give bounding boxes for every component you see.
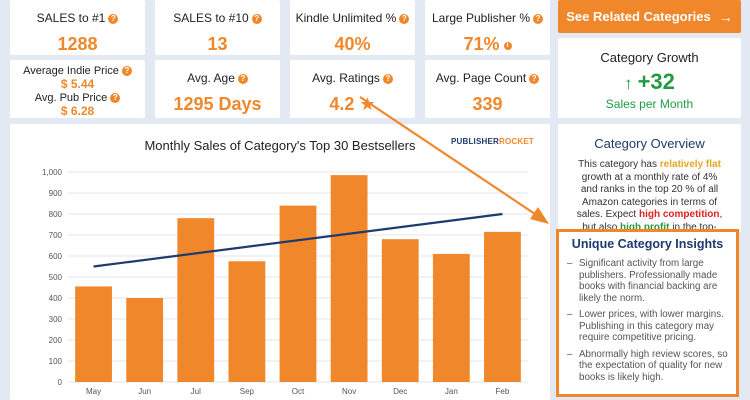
y-tick-label: 800 [49, 210, 63, 219]
stat-label-sales-to-10: SALES to #10 [173, 11, 249, 25]
stat-value-large-publisher: 71% [463, 34, 500, 54]
category-overview-card: Category Overview This category has rela… [558, 124, 741, 245]
x-tick-label: Jul [191, 387, 201, 396]
y-tick-label: 600 [49, 252, 63, 261]
bar [228, 261, 266, 382]
y-tick-label: 700 [49, 231, 63, 240]
x-tick-label: Jan [445, 387, 458, 396]
unique-insights-box: Unique Category Insights Significant act… [556, 229, 739, 397]
arrow-up-icon: ↑ [624, 74, 633, 93]
avg-pub-price-label: Avg. Pub Price [34, 92, 108, 104]
bar [381, 239, 419, 382]
help-icon[interactable]: ? [382, 74, 393, 84]
help-icon[interactable]: ? [533, 14, 544, 24]
overview-highlight-competition: high competition [638, 209, 720, 220]
y-tick-label: 500 [49, 273, 63, 282]
bar [126, 298, 164, 382]
y-tick-label: 400 [49, 294, 63, 303]
avg-indie-price-value: $ 5.44 [60, 77, 95, 91]
avg-indie-price-label: Average Indie Price [23, 65, 119, 77]
x-tick-label: Jun [138, 387, 151, 396]
overview-text-part: This category has [578, 159, 660, 170]
see-related-label: See Related Categories [566, 9, 711, 24]
y-tick-label: 200 [49, 336, 63, 345]
bar [75, 286, 112, 382]
arrow-right-icon: → [718, 8, 733, 25]
help-icon[interactable]: ? [121, 66, 132, 76]
insights-list: Significant activity from large publishe… [559, 251, 736, 383]
x-tick-label: Dec [393, 387, 407, 396]
x-tick-label: Feb [496, 387, 510, 396]
stat-label-large-publisher: Large Publisher % [431, 11, 531, 25]
insight-item: Lower prices, with lower margins. Publis… [567, 309, 728, 344]
insight-item: Significant activity from large publishe… [567, 258, 728, 304]
stat-label-avg-page-count: Avg. Page Count [435, 71, 527, 85]
trend-line [93, 212, 503, 268]
see-related-categories-button[interactable]: See Related Categories → [558, 0, 741, 33]
overview-title: Category Overview [594, 136, 705, 151]
stat-card-kindle-unlimited: Kindle Unlimited %? 40% [290, 0, 415, 55]
bar [432, 253, 470, 382]
stat-value-avg-age: 1295 Days [173, 94, 262, 114]
growth-value: +32 [637, 69, 675, 94]
bar [177, 218, 215, 382]
growth-subtitle: Sales per Month [605, 97, 694, 111]
x-tick-label: Nov [342, 387, 356, 396]
bar [279, 205, 317, 382]
help-icon[interactable]: ? [529, 74, 540, 84]
stat-card-avg-age: Avg. Age? 1295 Days [155, 60, 280, 118]
stat-value-sales-to-10: 13 [207, 34, 228, 54]
overview-text-part: growth at a monthly rate of 4% and ranks… [576, 171, 719, 221]
overview-highlight-growth: relatively flat [659, 159, 721, 170]
stat-label-kindle-unlimited: Kindle Unlimited % [295, 11, 397, 25]
bar [484, 231, 521, 382]
x-tick-label: Sep [240, 387, 255, 396]
y-tick-label: 100 [49, 357, 63, 366]
stat-value-sales-to-1: 1288 [57, 34, 98, 54]
info-icon[interactable]: i [503, 42, 512, 50]
overview-text-part: , but also [582, 209, 723, 233]
chart-title: Monthly Sales of Category's Top 30 Bests… [144, 138, 416, 153]
help-icon[interactable]: ? [108, 14, 119, 24]
y-tick-label: 0 [58, 378, 63, 387]
stat-card-large-publisher: Large Publisher %? 71% i [425, 0, 550, 55]
stat-card-prices: Average Indie Price? $ 5.44 Avg. Pub Pri… [10, 60, 145, 118]
stat-card-sales-to-1: SALES to #1? 1288 [10, 0, 145, 55]
stat-label-sales-to-1: SALES to #1 [36, 11, 106, 25]
bar [330, 175, 368, 382]
overview-highlight-profit: high profit [620, 221, 670, 233]
growth-title: Category Growth [600, 50, 699, 65]
help-icon[interactable]: ? [110, 93, 121, 103]
y-tick-label: 1,000 [42, 168, 63, 177]
stat-card-sales-to-10: SALES to #10? 13 [155, 0, 280, 55]
x-tick-label: May [86, 387, 101, 396]
help-icon[interactable]: ? [251, 14, 262, 24]
help-icon[interactable]: ? [237, 74, 248, 84]
help-icon[interactable]: ? [399, 14, 410, 24]
insight-item: Abnormally high review scores, so the ex… [567, 349, 728, 384]
avg-pub-price-value: $ 6.28 [60, 104, 95, 118]
insights-title: Unique Category Insights [571, 237, 724, 251]
y-tick-label: 300 [49, 315, 63, 324]
y-tick-label: 900 [49, 189, 63, 198]
category-growth-card: Category Growth ↑ +32 Sales per Month [558, 38, 741, 118]
stat-label-avg-ratings: Avg. Ratings [312, 71, 380, 85]
x-tick-label: Oct [292, 387, 305, 396]
stat-value-kindle-unlimited: 40% [334, 34, 371, 54]
stat-label-avg-age: Avg. Age [187, 71, 235, 85]
